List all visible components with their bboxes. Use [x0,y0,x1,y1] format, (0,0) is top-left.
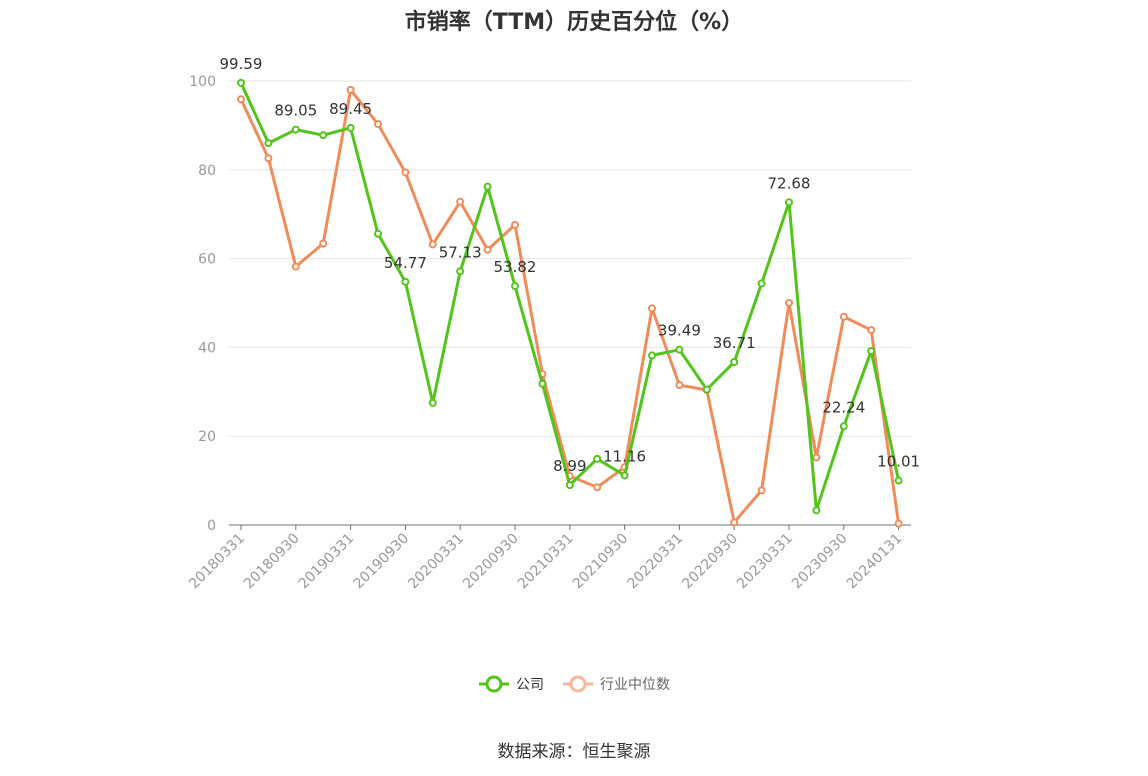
data-label: 8.99 [553,457,586,475]
axes: 0 20 40 60 80 100 2018033120180930201903312019… [186,74,911,592]
data-point [319,131,328,140]
data-point [401,277,410,286]
grid-lines [229,80,911,437]
circle-line-icon [563,675,593,693]
data-point [511,220,519,229]
data-point [346,123,355,132]
legend-item-company[interactable]: 公司 [478,672,544,696]
data-point [291,262,300,271]
data-label: 22.24 [822,398,865,416]
x-tick-label: 20220930 [679,531,741,593]
x-tick-label: 20210930 [570,531,632,593]
data-point [812,453,821,462]
x-tick-label: 20220331 [625,531,687,593]
circle-line-icon [479,675,509,693]
legend-label-industry-median: 行业中位数 [600,677,670,693]
data-point [839,422,848,431]
data-point [894,476,903,485]
x-tick-label: 20180331 [186,531,248,593]
x-tick-label: 20190930 [351,531,413,593]
data-point [812,506,821,515]
data-point [757,486,766,495]
data-point [538,379,547,388]
data-point [757,279,766,288]
data-source: 数据来源：恒生聚源 [497,742,651,762]
data-point [374,120,382,129]
data-point [730,518,739,527]
data-point [483,182,492,191]
data-label: 53.82 [494,258,537,276]
data-point [620,471,629,480]
data-point [593,483,602,492]
y-tick-label: 20 [198,429,216,445]
y-tick-label: 100 [189,74,216,90]
data-point [593,454,602,463]
data-point [702,385,711,394]
data-point [894,519,903,528]
data-labels: 99.59 89.05 89.45 54.77 57.13 53.82 8.99 11.16 3… [220,55,921,475]
data-point [565,481,574,490]
data-point [675,345,684,354]
data-point [648,304,656,313]
data-label: 10.01 [877,453,920,471]
x-tick-label: 20180930 [241,531,303,593]
y-tick-label: 80 [198,163,216,179]
legend-item-industry-median[interactable]: 行业中位数 [562,672,670,696]
x-tick-label: 20200331 [405,531,467,593]
data-point [785,299,793,307]
y-tick-label: 40 [198,340,216,356]
data-point [319,239,328,248]
x-tick-label: 20240131 [844,531,906,593]
data-label: 89.45 [329,100,372,118]
x-tick-label: 20230331 [734,531,796,593]
x-tick-label: 20190331 [296,531,358,593]
data-point [839,312,848,321]
data-label: 54.77 [384,254,427,272]
data-point [483,245,492,254]
data-point [264,154,273,163]
chart-title: 市销率（TTM）历史百分位（%） [404,10,744,35]
data-point [675,381,684,390]
data-point [511,282,519,291]
data-point [456,267,465,276]
y-tick-label: 60 [198,252,216,268]
data-point [237,95,245,104]
x-tick-label: 20230930 [789,531,851,593]
data-point [291,125,300,134]
x-tick-label: 20200930 [460,531,522,593]
series-layer [237,78,903,528]
data-point [237,78,245,87]
data-label: 89.05 [274,102,317,120]
data-point [648,351,656,360]
data-point [428,240,437,249]
data-point [456,197,465,206]
data-label: 11.16 [603,447,646,465]
data-point [428,398,437,407]
x-tick-label: 20210331 [515,531,577,593]
legend-label-company: 公司 [516,677,544,693]
data-label: 99.59 [220,55,263,73]
data-point [867,326,876,335]
data-point [867,346,876,355]
data-point [264,139,273,148]
data-label: 57.13 [439,243,482,261]
data-point [401,168,410,177]
y-tick-label: 0 [207,518,216,534]
data-label: 72.68 [768,174,811,192]
legend: 公司 行业中位数 [0,672,1148,696]
data-point [346,85,355,94]
data-label: 36.71 [713,334,756,352]
data-label: 39.49 [658,322,701,340]
data-point [785,198,793,207]
data-point [730,358,739,367]
data-point [374,229,382,238]
